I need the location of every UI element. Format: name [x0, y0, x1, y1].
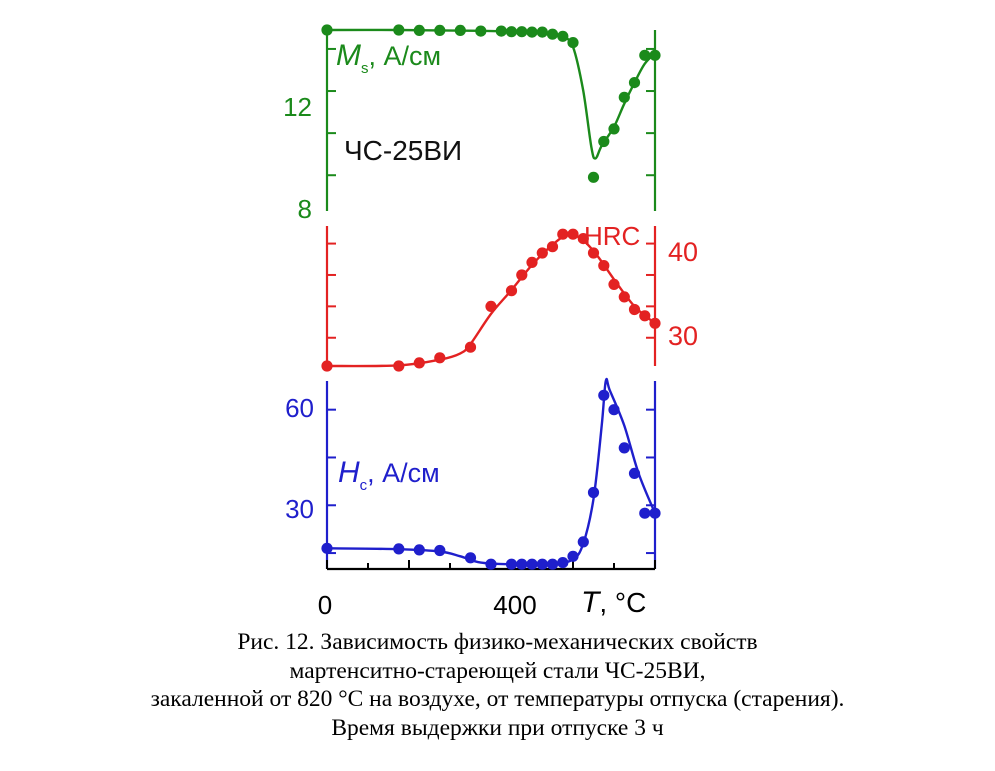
ms-point [567, 37, 579, 49]
hrc-point [618, 291, 630, 303]
hc-point [608, 404, 620, 416]
hc-point [546, 558, 559, 570]
hrc-point [485, 300, 497, 312]
chart-text: 12 8 Ms, А/см ЧС-25ВИ HRC 40 30 60 30 Hc… [283, 39, 698, 620]
hrc-point [516, 269, 528, 281]
hrc-point [321, 360, 333, 372]
hrc-point [464, 341, 477, 353]
hrc-point [577, 233, 589, 245]
hc-point [516, 558, 528, 570]
ms-point [526, 26, 538, 38]
hc-point [393, 543, 405, 555]
ms-point [505, 26, 518, 38]
hrc-point [434, 352, 446, 364]
hc-point [321, 542, 333, 554]
hc-point [628, 467, 641, 479]
hc-point [618, 442, 630, 454]
hc-point [587, 486, 600, 499]
hrc-point [393, 360, 405, 372]
ms-point [598, 135, 610, 148]
hrc-point [505, 285, 518, 297]
ms-point [628, 77, 641, 89]
ms-axis-label: Ms, А/см [336, 39, 441, 77]
x-axis-label: T, °C [581, 586, 646, 619]
ms-point [618, 91, 630, 103]
ms-point [649, 49, 661, 61]
hrc-point [628, 303, 641, 316]
hrc-point [608, 278, 620, 290]
hc-point [649, 507, 661, 519]
hrc-point [649, 317, 661, 329]
chart: 12 8 Ms, А/см ЧС-25ВИ HRC 40 30 60 30 Hc… [283, 24, 698, 620]
ms-point [608, 123, 620, 135]
hc-point [577, 536, 589, 548]
hrc-point [413, 357, 425, 369]
ms-point [321, 24, 333, 36]
figure-caption: Рис. 12. Зависимость физико-механических… [0, 628, 995, 742]
caption-line: закаленной от 820 °С на воздухе, от темп… [150, 686, 845, 712]
ms-point [587, 171, 600, 183]
ms-point [546, 28, 559, 40]
hc-point [464, 552, 477, 564]
hc-tick-label: 60 [285, 393, 314, 423]
ms-point [475, 25, 487, 37]
hrc-point [557, 228, 569, 240]
hc-point [598, 389, 610, 401]
hc-point [485, 558, 497, 570]
hc-point [557, 557, 569, 569]
ms-point [434, 24, 446, 36]
caption-line: мартенситно-стареющей стали ЧС-25ВИ, [289, 657, 706, 684]
x-tick-label: 0 [318, 590, 332, 620]
hrc-tick-label: 40 [668, 237, 698, 267]
ms-point [454, 24, 466, 36]
hrc-axis-label: HRC [584, 221, 640, 251]
hrc-point [526, 256, 538, 268]
hrc-curve [326, 232, 656, 368]
ms-point [495, 25, 507, 37]
hrc-point [536, 247, 548, 259]
hc-tick-label: 30 [285, 494, 314, 524]
hrc-point [598, 260, 610, 272]
ms-point [393, 24, 405, 36]
caption-line: Рис. 12. Зависимость физико-механических… [237, 629, 758, 655]
caption-line: Время выдержки при отпуске 3 ч [331, 714, 664, 741]
ms-point [639, 49, 651, 61]
hrc-point [587, 247, 600, 259]
steel-grade-label: ЧС-25ВИ [344, 135, 462, 166]
hc-axis-label: Hc, А/см [338, 456, 440, 494]
ms-tick-label: 12 [283, 92, 312, 122]
hc-point [413, 544, 425, 556]
ms-tick-label: 8 [298, 194, 312, 224]
hc-point [505, 558, 518, 570]
hrc-tick-label: 30 [668, 321, 698, 351]
ms-point [557, 30, 569, 42]
hc-point [567, 550, 579, 562]
hc-point [639, 507, 651, 519]
series-points [321, 24, 661, 570]
ms-point [516, 26, 528, 38]
hc-curve [326, 377, 657, 566]
hrc-point [567, 228, 579, 240]
hrc-point [546, 241, 559, 253]
hc-point [434, 544, 446, 557]
x-tick-label: 400 [493, 590, 536, 620]
ms-point [413, 24, 425, 36]
hrc-point [639, 310, 651, 322]
axes-frame [325, 30, 657, 571]
hc-point [536, 558, 548, 570]
ms-point [536, 26, 548, 38]
hc-point [526, 558, 538, 570]
